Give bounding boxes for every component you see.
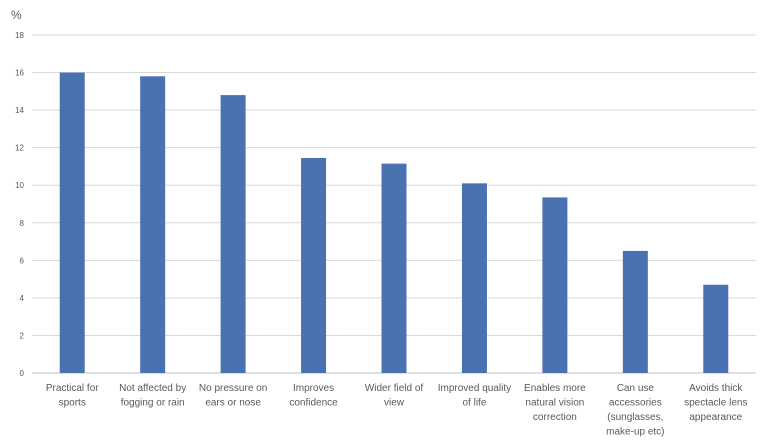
x-tick-label-line: Wider field of bbox=[365, 383, 424, 394]
x-tick-label: No pressure on ears or nose bbox=[199, 383, 267, 409]
x-tick-label-line: Not affected by bbox=[119, 383, 186, 394]
x-tick-label-line: appearance bbox=[689, 412, 742, 423]
y-tick-label: 18 bbox=[15, 31, 24, 40]
y-tick-label: 4 bbox=[20, 294, 25, 303]
x-tick-label-line: accessories bbox=[609, 398, 662, 409]
x-tick-label-line: make-up etc) bbox=[606, 427, 664, 438]
x-tick-label: Practical for sports bbox=[46, 383, 99, 409]
y-tick-label: 8 bbox=[20, 219, 25, 228]
x-tick-label-line: confidence bbox=[289, 398, 338, 409]
x-tick-label-line: sports bbox=[59, 398, 86, 409]
y-tick-label: 6 bbox=[20, 256, 25, 265]
x-tick-label-line: Enables more bbox=[524, 383, 586, 394]
y-tick-label: 12 bbox=[15, 144, 24, 153]
x-tick-label-line: correction bbox=[533, 412, 577, 423]
x-tick-label-line: Practical for bbox=[46, 383, 99, 394]
x-tick-label: Wider field of view bbox=[365, 383, 424, 409]
x-tick-label: Can use accessories (sunglasses, make-up et… bbox=[606, 383, 664, 438]
bar bbox=[622, 250, 648, 373]
x-tick-label-line: Avoids thick bbox=[689, 383, 743, 394]
y-tick-label: 0 bbox=[20, 369, 25, 378]
x-tick-label-line: view bbox=[384, 398, 405, 409]
x-tick-label-line: fogging or rain bbox=[121, 398, 185, 409]
x-tick-label-line: Can use bbox=[617, 383, 655, 394]
bar bbox=[140, 76, 166, 374]
y-tick-label: 14 bbox=[15, 106, 24, 115]
x-tick-label-line: of life bbox=[462, 398, 486, 409]
x-tick-label-line: Improved quality bbox=[438, 383, 511, 394]
x-tick-label-line: natural vision bbox=[525, 398, 584, 409]
x-tick-label-line: No pressure on bbox=[199, 383, 267, 394]
x-tick-label-line: (sunglasses, bbox=[607, 412, 663, 423]
bar bbox=[301, 157, 327, 373]
bar bbox=[381, 163, 407, 373]
x-tick-label: Improves confidence bbox=[289, 383, 338, 409]
x-tick-label-line: spectacle lens bbox=[684, 398, 747, 409]
x-tick-label: Not affected by fogging or rain bbox=[119, 383, 186, 409]
bar bbox=[703, 284, 729, 373]
bar bbox=[461, 183, 487, 373]
bar bbox=[542, 197, 568, 373]
y-tick-label: 16 bbox=[15, 69, 24, 78]
bar bbox=[220, 95, 246, 373]
x-tick-label: Avoids thick spectacle lens appearance bbox=[684, 383, 747, 423]
bar bbox=[59, 72, 85, 374]
x-tick-label: Improved quality of life bbox=[438, 383, 511, 409]
y-tick-label: 10 bbox=[15, 181, 24, 190]
x-tick-label: Enables more natural vision correction bbox=[524, 383, 586, 423]
y-tick-label: 2 bbox=[20, 331, 25, 340]
x-tick-label-line: ears or nose bbox=[205, 398, 261, 409]
x-tick-label-line: Improves bbox=[293, 383, 334, 394]
y-axis-label: % bbox=[11, 8, 22, 22]
